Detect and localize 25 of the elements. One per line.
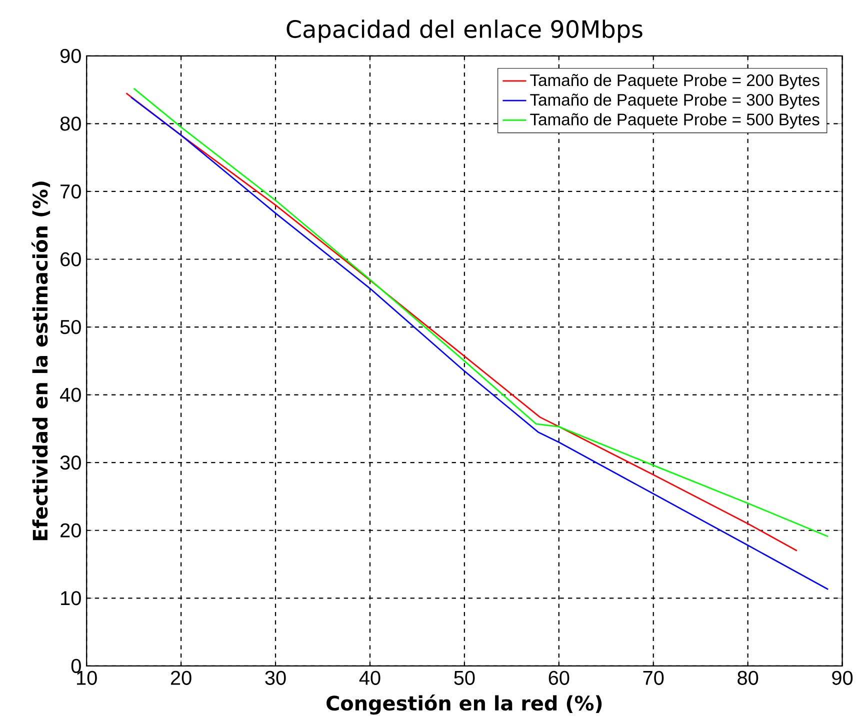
y-tick-label: 30 xyxy=(60,456,81,470)
x-tick-label: 10 xyxy=(77,670,97,685)
y-tick-label: 80 xyxy=(60,116,81,131)
x-tick-label: 60 xyxy=(548,670,570,685)
x-tick-label: 80 xyxy=(738,670,758,685)
y-tick-label: 60 xyxy=(60,252,81,266)
x-tick-label: 30 xyxy=(265,670,286,685)
x-tick-label: 90 xyxy=(832,670,853,685)
y-tick-label: 70 xyxy=(60,184,81,199)
legend-label: Tamaño de Paquete Probe = 500 Bytes xyxy=(530,113,820,129)
x-tick-label: 50 xyxy=(454,670,475,685)
y-tick-label: 90 xyxy=(60,48,81,63)
x-axis-title: Congestión en la red (%) xyxy=(326,694,602,715)
y-axis-title: Efectividad en la estimación (%) xyxy=(32,182,50,540)
y-tick-label: 50 xyxy=(60,320,81,334)
legend-label: Tamaño de Paquete Probe = 200 Bytes xyxy=(530,74,820,90)
y-tick-label: 40 xyxy=(60,388,81,402)
chart-title: Capacidad del enlace 90Mbps xyxy=(286,20,642,43)
legend-label: Tamaño de Paquete Probe = 300 Bytes xyxy=(530,94,820,110)
y-tick-label: 0 xyxy=(71,658,81,674)
y-tick-label: 20 xyxy=(60,523,81,538)
x-tick-label: 40 xyxy=(359,670,380,685)
x-tick-label: 20 xyxy=(170,670,192,685)
x-tick-label: 70 xyxy=(643,670,664,685)
y-tick-label: 10 xyxy=(61,591,81,606)
